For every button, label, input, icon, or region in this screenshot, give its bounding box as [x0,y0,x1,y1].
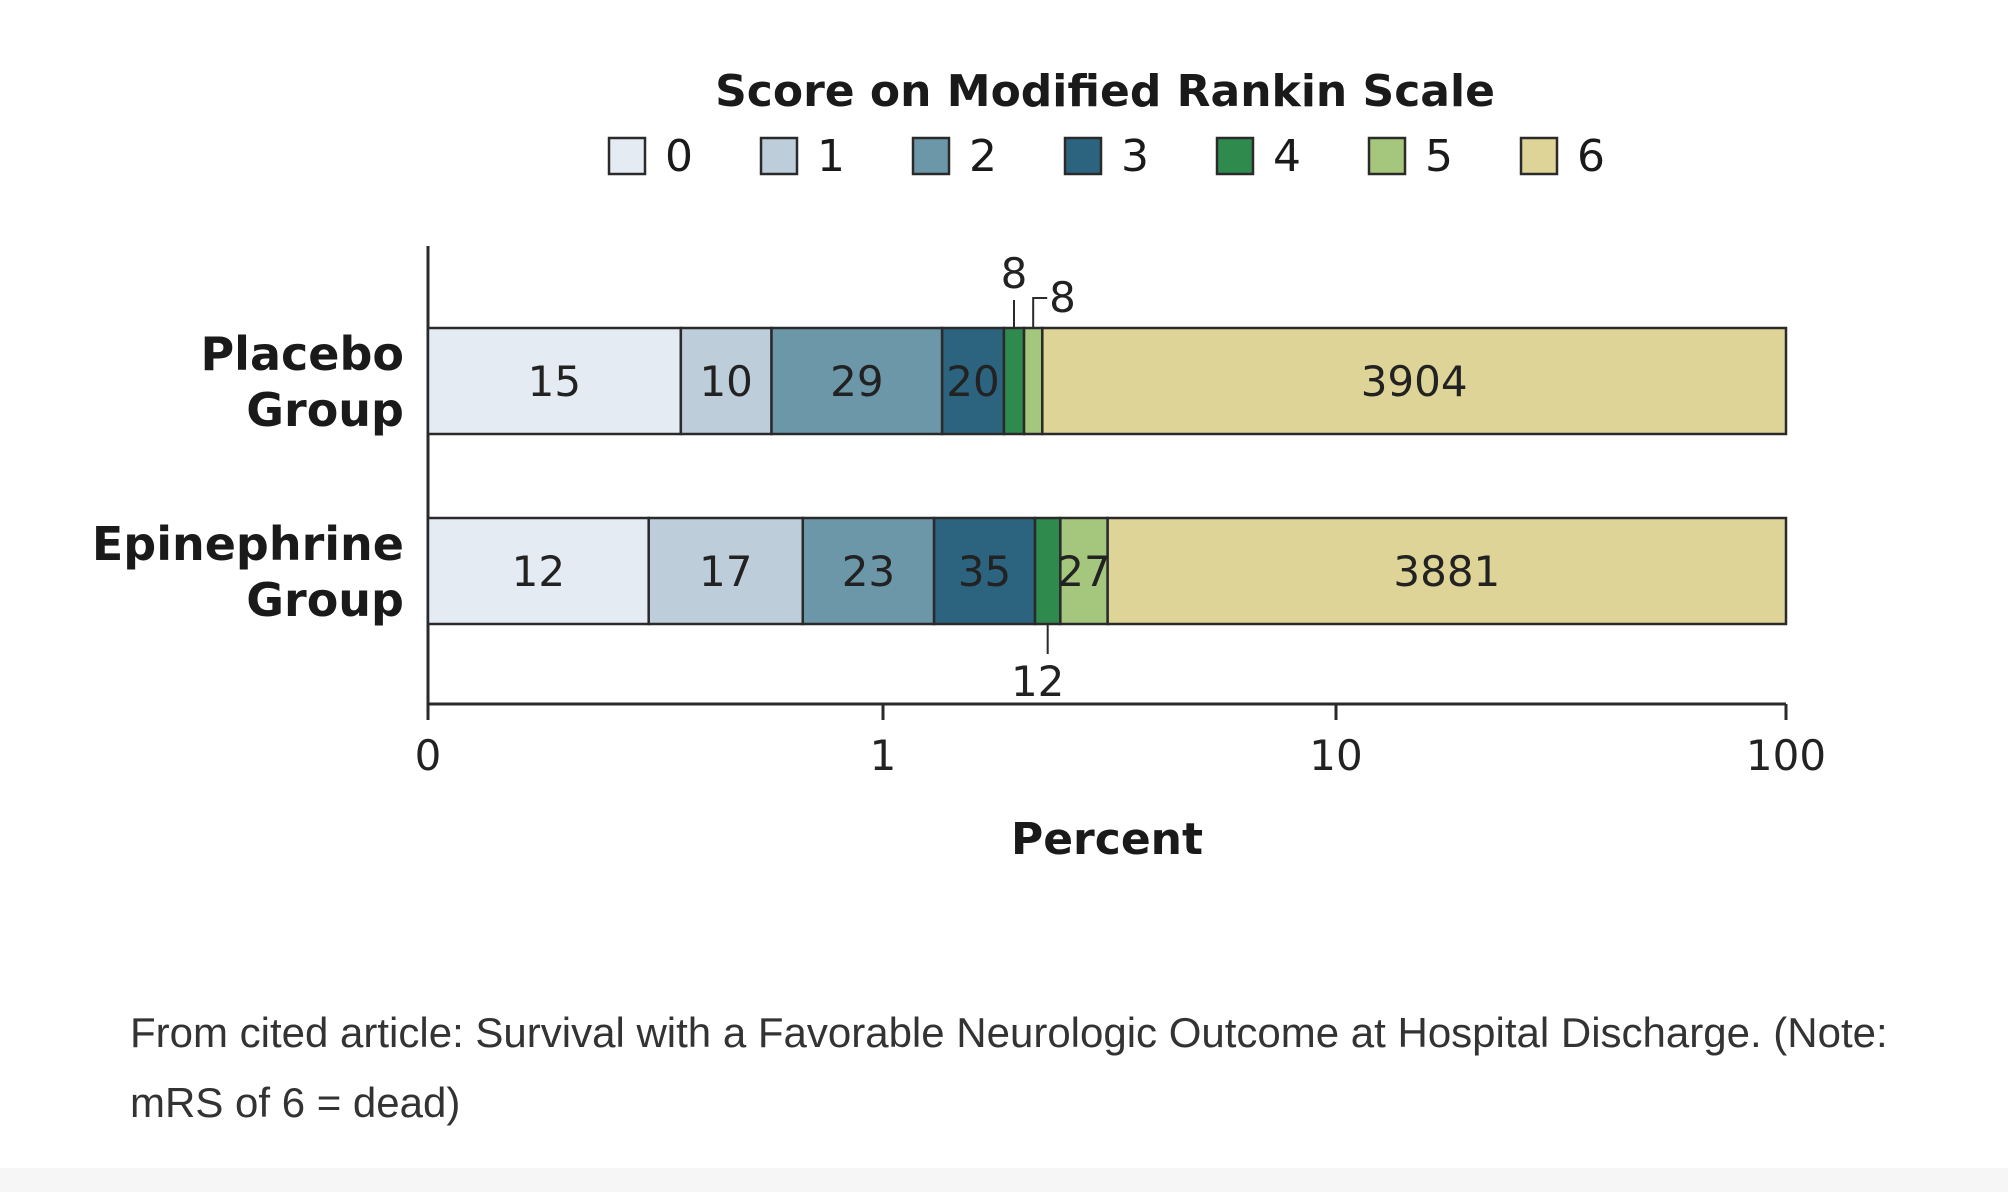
x-axis-title: Percent [1011,814,1203,865]
legend-swatch-3 [1063,136,1103,176]
row-label-1-line-0: Epinephrine [92,517,404,571]
bar-1-segment-3 [932,516,1037,626]
bar-1-label-3: 35 [958,547,1011,596]
bar-0-label-0: 15 [528,357,581,406]
legend-label-0: 0 [665,131,693,182]
footer-strip [0,1168,2008,1192]
bar-1-segment-2 [801,516,936,626]
bar-1-label-4: 12 [1011,657,1064,706]
bar-0-label-3: 20 [946,357,999,406]
x-tick-label-0: 0 [415,731,442,780]
bar-1-segment-1 [647,516,805,626]
row-label-0-line-0: Placebo [200,327,404,381]
legend-label-1: 1 [817,131,845,182]
legend-title: Score on Modified Rankin Scale [715,66,1495,117]
bar-1-label-6: 3881 [1393,547,1500,596]
bar-1-segment-0 [426,516,650,626]
legend-label-6: 6 [1577,131,1605,182]
legend-label-4: 4 [1273,131,1301,182]
legend-swatch-4 [1215,136,1255,176]
bar-0-label-1: 10 [699,357,752,406]
legend-swatch-1 [759,136,799,176]
row-label-0-line-1: Group [246,383,404,437]
bar-0-segment-6 [1041,326,1788,436]
bar-1-label-5: 27 [1057,547,1110,596]
callout-line-0-5 [1032,297,1048,328]
legend-swatch-6 [1519,136,1559,176]
legend-label-2: 2 [969,131,997,182]
bar-0-segment-3 [940,326,1006,436]
bar-0-label-4: 8 [1001,249,1028,298]
bar-0-label-2: 29 [830,357,883,406]
bar-0-segment-4 [1002,326,1026,436]
legend-swatch-0 [607,136,647,176]
bar-1-segment-5 [1059,516,1109,626]
bar-0-segment-0 [426,326,683,436]
x-tick-label-1: 1 [870,731,897,780]
legend-label-5: 5 [1425,131,1453,182]
x-tick-label-10: 10 [1309,731,1362,780]
bar-1-label-0: 12 [512,547,565,596]
legend-swatch-2 [911,136,951,176]
bar-1-label-2: 23 [842,547,895,596]
bar-1-segment-4 [1033,516,1062,626]
row-label-1-line-1: Group [246,573,404,627]
x-tick-label-100: 100 [1746,731,1826,780]
bar-1-label-1: 17 [699,547,752,596]
figure-caption: From cited article: Survival with a Favo… [130,1009,1888,1126]
legend-swatch-5 [1367,136,1407,176]
bar-0-label-6: 3904 [1361,357,1468,406]
bar-1-segment-6 [1106,516,1788,626]
legend-label-3: 3 [1121,131,1149,182]
bar-0-segment-5 [1022,326,1044,436]
bar-0-label-5: 8 [1049,273,1076,322]
